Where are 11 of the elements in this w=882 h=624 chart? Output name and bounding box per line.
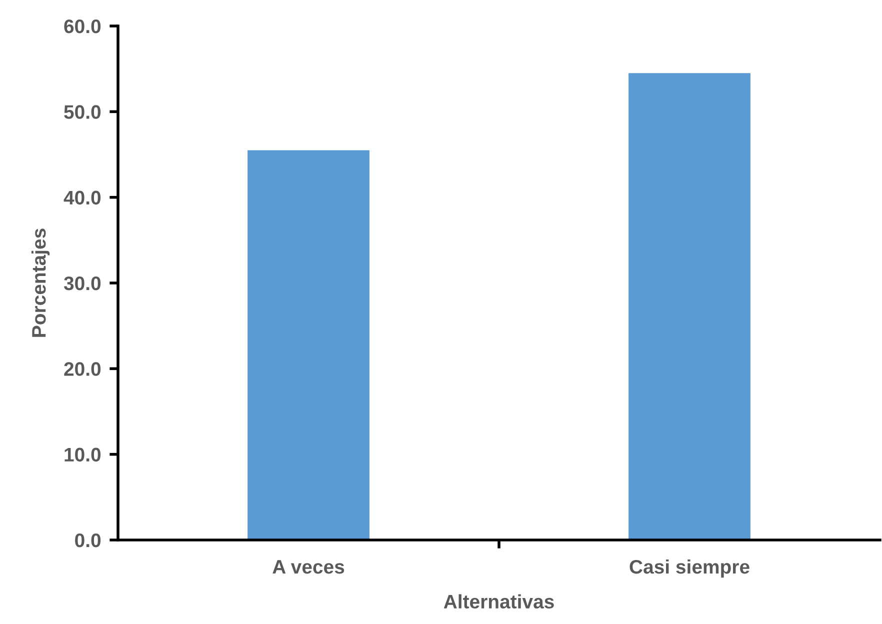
x-tick-label: Casi siempre (630, 559, 750, 578)
y-tick-label: 20.0 (64, 362, 101, 376)
y-tick-label: 0.0 (75, 533, 101, 548)
y-tick-label: 40.0 (64, 190, 101, 205)
y-tick-label: 60.0 (64, 19, 101, 34)
y-axis-title: Porcentajes (31, 228, 50, 337)
x-tick-label: A veces (272, 560, 344, 574)
y-tick-label: 30.0 (64, 276, 101, 290)
y-tick-label: 10.0 (64, 448, 101, 462)
x-axis-title: Alternativas (444, 594, 554, 609)
y-tick-label: 50.0 (64, 105, 101, 119)
